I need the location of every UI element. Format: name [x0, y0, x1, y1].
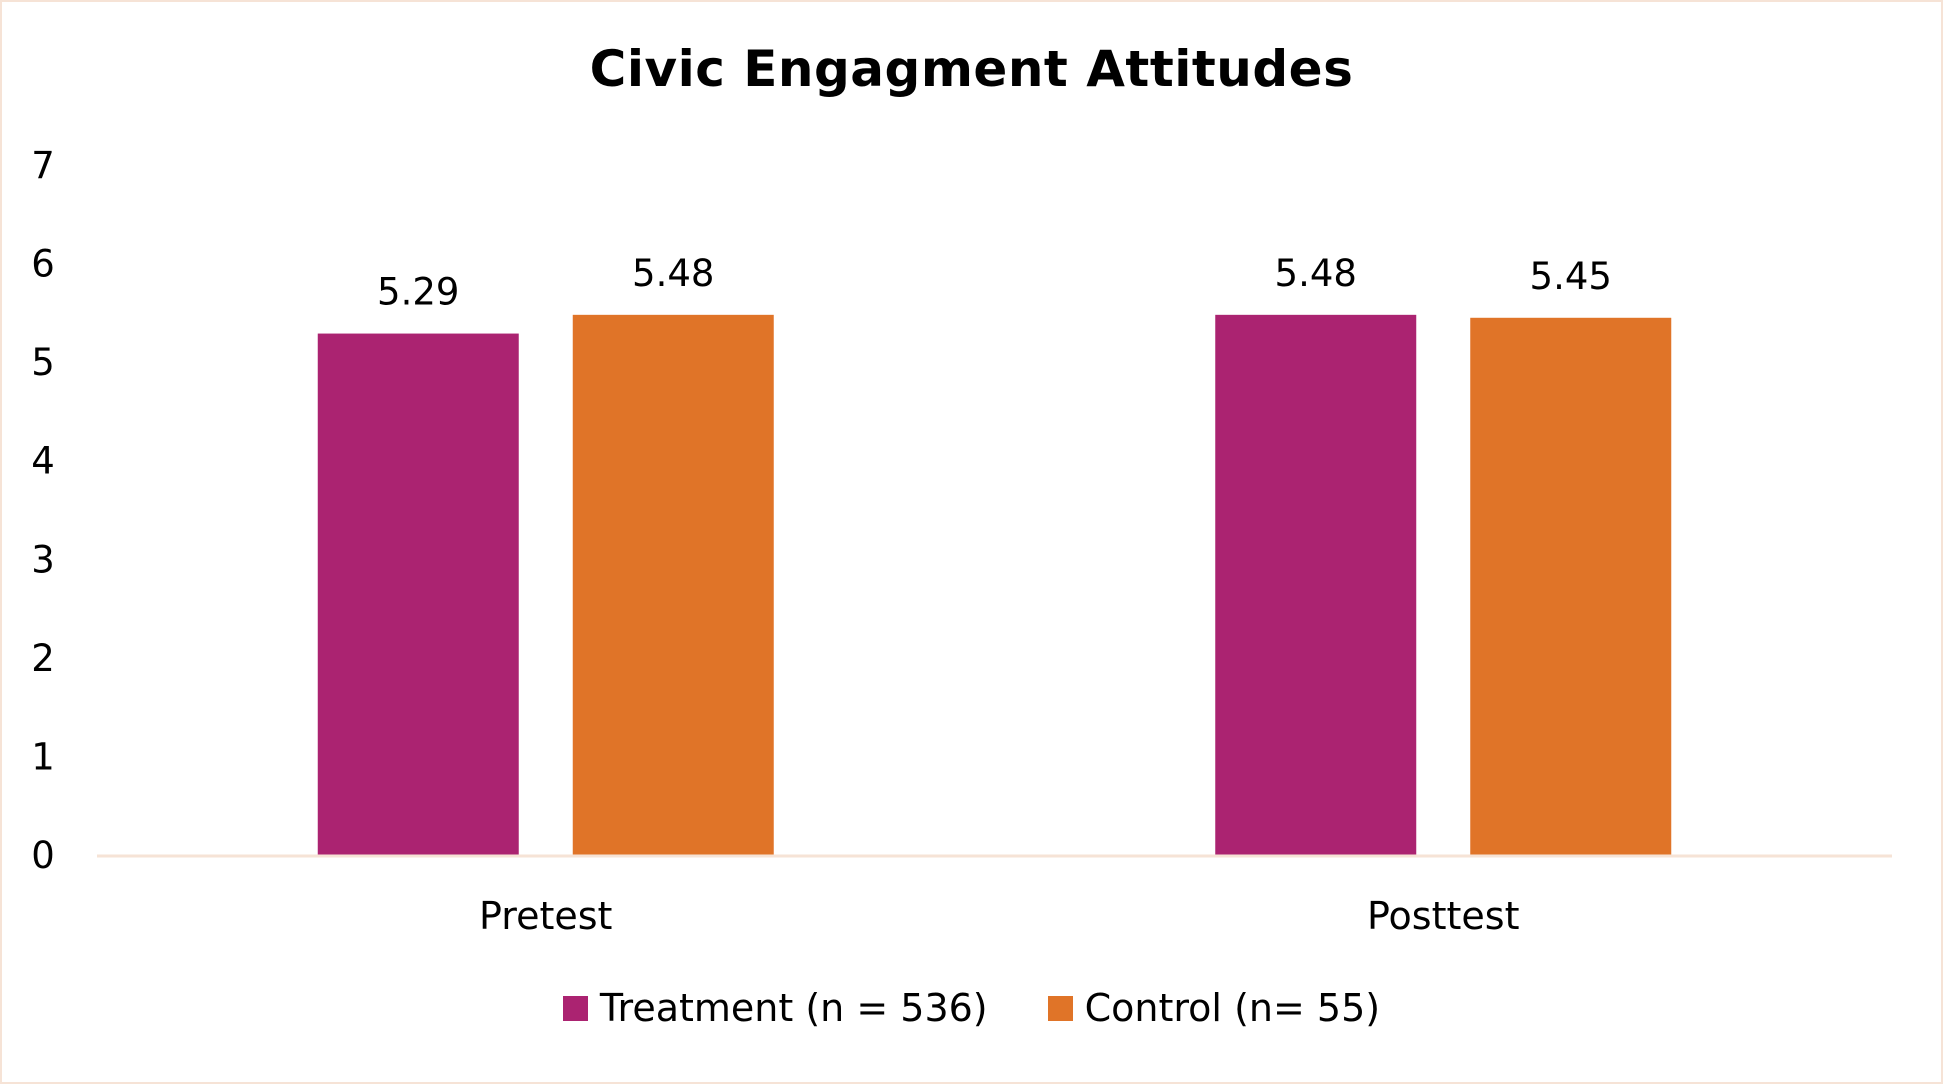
bar-treatment-posttest [1215, 314, 1417, 855]
bar-control-posttest [1470, 317, 1672, 855]
legend-item-treatment: Treatment (n = 536) [562, 986, 988, 1030]
y-tick-label: 1 [31, 735, 55, 778]
x-tick-label: Posttest [1367, 894, 1519, 938]
bar-treatment-pretest [317, 333, 519, 855]
data-label: 5.48 [1275, 252, 1357, 295]
y-tick-label: 6 [31, 243, 55, 286]
x-tick-label: Pretest [479, 894, 612, 938]
legend-item-control: Control (n= 55) [1047, 986, 1381, 1030]
legend-label-treatment: Treatment (n = 536) [599, 986, 988, 1030]
bar-control-pretest [572, 314, 774, 855]
legend-swatch-treatment [562, 995, 588, 1021]
data-label: 5.29 [377, 271, 459, 314]
data-label: 5.45 [1530, 255, 1612, 298]
y-tick-label: 5 [31, 341, 55, 384]
y-tick-label: 7 [31, 144, 55, 187]
legend-swatch-control [1047, 995, 1073, 1021]
y-tick-label: 2 [31, 637, 55, 680]
y-tick-label: 4 [31, 440, 55, 483]
y-tick-label: 3 [31, 538, 55, 581]
legend-label-control: Control (n= 55) [1084, 986, 1381, 1030]
legend: Treatment (n = 536) Control (n= 55) [0, 986, 1943, 1030]
chart-title: Civic Engagment Attitudes [589, 40, 1354, 98]
data-label: 5.48 [632, 252, 714, 295]
y-tick-label: 0 [31, 834, 55, 877]
